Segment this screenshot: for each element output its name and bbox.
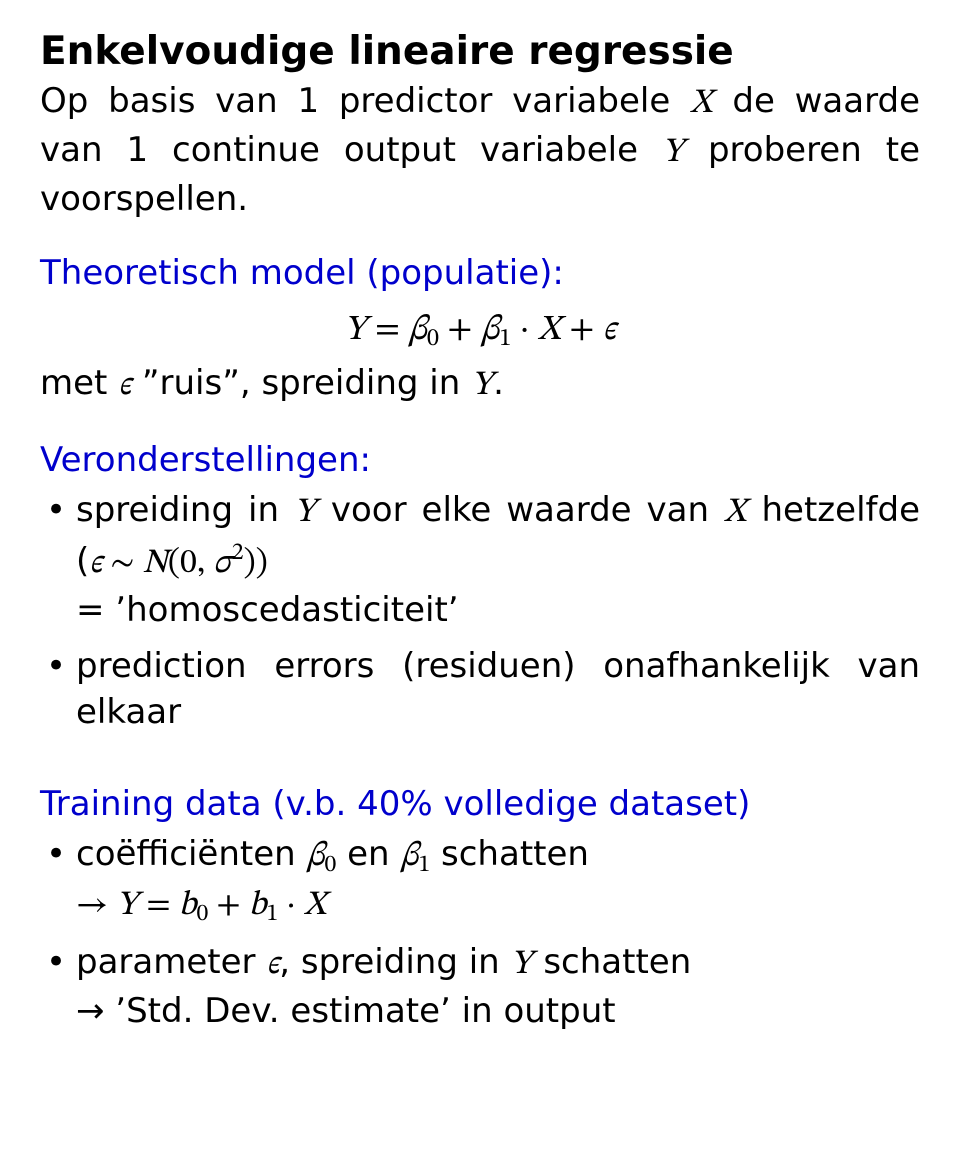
t1-b1: b bbox=[249, 889, 267, 923]
eq-sub1: 1 bbox=[499, 327, 511, 352]
t1-cdot: · bbox=[278, 889, 304, 923]
t1-b0: b bbox=[179, 889, 197, 923]
intro-text-1: Op basis van 1 predictor variabele bbox=[40, 81, 690, 121]
training-item-1: coëfficiënten β0 en β1 schatten → Y = b0… bbox=[40, 832, 920, 930]
t1-post: schatten bbox=[430, 834, 589, 874]
theoretic-label: Theoretisch model (populatie): bbox=[40, 251, 920, 297]
intro-paragraph: Op basis van 1 predictor variabele X de … bbox=[40, 79, 920, 223]
noise-pre: met bbox=[40, 363, 118, 403]
eq-sub0: 0 bbox=[427, 327, 439, 352]
training-label: Training data (v.b. 40% volledige datase… bbox=[40, 782, 920, 828]
assumption-item-2: prediction errors (residuen) onafhankeli… bbox=[40, 644, 920, 736]
noise-line: met ϵ ”ruis”, spreiding in Y. bbox=[40, 361, 920, 410]
a1-x: X bbox=[724, 496, 747, 530]
eq-cdot: · bbox=[511, 313, 537, 348]
eq-plus1: + bbox=[439, 313, 481, 348]
a1-p2: )) bbox=[244, 547, 268, 581]
var-y: Y bbox=[662, 136, 684, 170]
t1-pre: coëfficiënten bbox=[76, 834, 307, 874]
t1-sub0: 0 bbox=[325, 853, 337, 877]
t1-y: Y bbox=[116, 889, 138, 923]
eq-beta1: β bbox=[481, 313, 500, 348]
t1-x: X bbox=[304, 889, 327, 923]
t1-b1-sub: 1 bbox=[266, 902, 278, 926]
eq-equals: = bbox=[367, 313, 409, 348]
a1-pre: spreiding in bbox=[76, 490, 294, 530]
a1-sup2: 2 bbox=[232, 541, 244, 565]
population-equation: Y = β0 + β1 · X + ϵ bbox=[40, 306, 920, 355]
a1-sigma: σ bbox=[213, 547, 232, 581]
eq-x: X bbox=[538, 313, 561, 348]
a1-homoscedasticity: = ’homoscedasticiteit’ bbox=[76, 588, 920, 634]
t2-y: Y bbox=[511, 948, 533, 982]
t1-arrow: → bbox=[76, 889, 116, 923]
assumptions-label: Veronderstellingen: bbox=[40, 438, 920, 484]
t1-beta0: β bbox=[307, 840, 325, 874]
a1-y: Y bbox=[294, 496, 316, 530]
eq-beta0: β bbox=[408, 313, 427, 348]
t2-mid: , spreiding in bbox=[279, 942, 510, 982]
noise-post: . bbox=[493, 363, 504, 403]
t1-result-line: → Y = b0 + b1 · X bbox=[76, 881, 920, 930]
eq-y: Y bbox=[344, 313, 367, 348]
a1-eps: ϵ bbox=[89, 547, 102, 581]
a1-p1: (0, bbox=[168, 547, 213, 581]
t1-en: en bbox=[336, 834, 400, 874]
training-list: coëfficiënten β0 en β1 schatten → Y = b0… bbox=[40, 832, 920, 1035]
noise-mid: ”ruis”, spreiding in bbox=[131, 363, 471, 403]
t1-sub1: 1 bbox=[418, 853, 430, 877]
t2-eps: ϵ bbox=[266, 948, 279, 982]
t2-pre: parameter bbox=[76, 942, 266, 982]
a1-sim: ∼ bbox=[102, 547, 142, 581]
t2-result-line: → ’Std. Dev. estimate’ in output bbox=[76, 989, 920, 1035]
t1-plus: + bbox=[208, 889, 248, 923]
t1-b0-sub: 0 bbox=[196, 902, 208, 926]
training-item-2: parameter ϵ, spreiding in Y schatten → ’… bbox=[40, 940, 920, 1035]
t1-eq: = bbox=[138, 889, 178, 923]
a1-n: N bbox=[143, 547, 168, 581]
page-title: Enkelvoudige lineaire regressie bbox=[40, 30, 920, 75]
eq-eps: ϵ bbox=[603, 313, 616, 348]
var-x: X bbox=[690, 87, 713, 121]
noise-eps: ϵ bbox=[118, 369, 131, 403]
eq-plus2: + bbox=[561, 313, 603, 348]
assumption-item-1: spreiding in Y voor elke waarde van X he… bbox=[40, 488, 920, 634]
a1-mid1: voor elke waarde van bbox=[316, 490, 724, 530]
noise-y: Y bbox=[471, 369, 493, 403]
t1-beta1: β bbox=[400, 840, 418, 874]
t2-post: schatten bbox=[533, 942, 692, 982]
assumptions-list: spreiding in Y voor elke waarde van X he… bbox=[40, 488, 920, 736]
